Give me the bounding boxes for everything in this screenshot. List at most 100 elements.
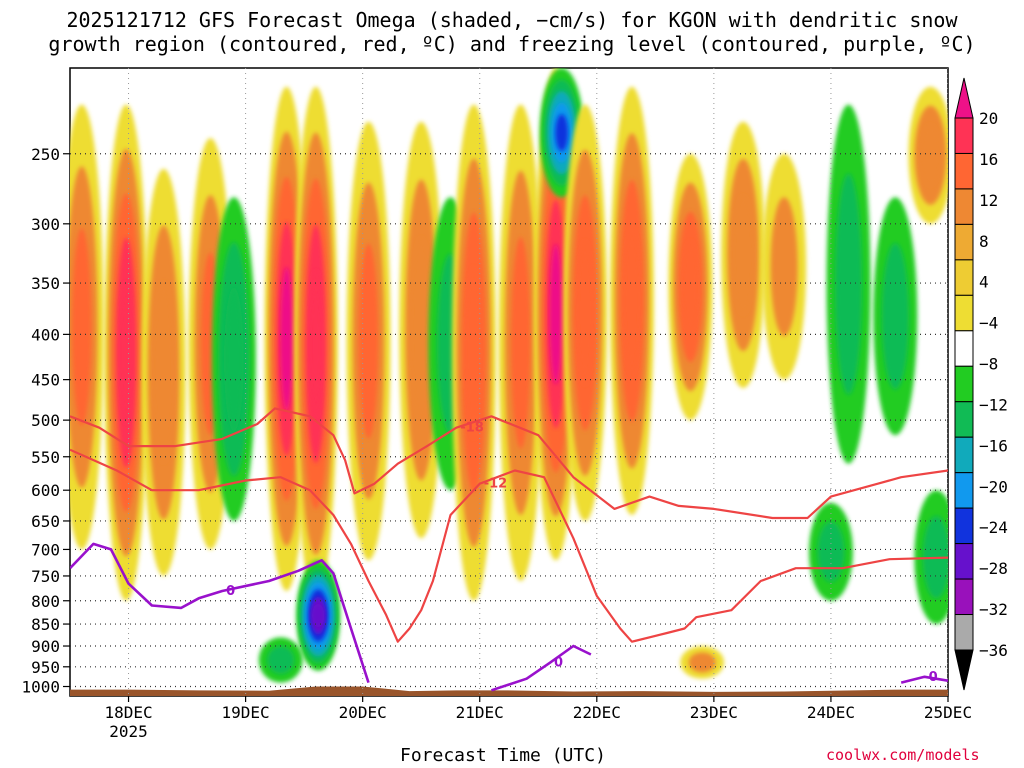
freezing-level-contour-2 bbox=[900, 675, 948, 684]
colorbar-label: 20 bbox=[979, 109, 998, 128]
x-tick-label: 24DEC bbox=[807, 703, 855, 722]
y-tick-label: 300 bbox=[31, 215, 60, 234]
omega-cell-5-4 bbox=[280, 266, 293, 411]
y-axis-ticks: 250 300 350 400 450 500 550 600 650 700 750 800 850 9… bbox=[21, 145, 70, 697]
x-tick-label: 19DEC bbox=[222, 703, 270, 722]
omega-cell-6-4 bbox=[309, 270, 323, 418]
freezing-level-contour-2-label: 0 bbox=[929, 670, 938, 685]
x-tick-label: 20DEC bbox=[339, 703, 387, 722]
x-axis-label: Forecast Time (UTC) bbox=[400, 745, 606, 766]
y-tick-label: 550 bbox=[31, 448, 60, 467]
x-tick-year: 2025 bbox=[109, 722, 148, 741]
contour-layer: -18 -12 0 0 0 bbox=[70, 407, 948, 692]
omega-cell-13-2 bbox=[510, 236, 531, 449]
x-tick-label: 23DEC bbox=[690, 703, 738, 722]
y-tick-label: 600 bbox=[31, 481, 60, 500]
dgz-contour-0-label: -18 bbox=[460, 421, 484, 436]
colorbar-label: 16 bbox=[979, 150, 998, 169]
y-tick-label: 400 bbox=[31, 325, 60, 344]
colorbar-label: −12 bbox=[979, 395, 1008, 414]
omega-cell-4-2 bbox=[224, 287, 244, 432]
colorbar-segment bbox=[954, 294, 974, 332]
omega-cell-7-6 bbox=[312, 603, 325, 628]
y-tick-label: 500 bbox=[31, 411, 60, 430]
y-tick-label: 750 bbox=[31, 567, 60, 586]
omega-cell-15-4 bbox=[555, 114, 568, 152]
omega-cell-25-2 bbox=[920, 124, 941, 186]
y-tick-label: 850 bbox=[31, 615, 60, 634]
colorbar-label: −36 bbox=[979, 641, 1008, 660]
colorbar-label: 12 bbox=[979, 191, 998, 210]
colorbar-segment bbox=[954, 330, 974, 367]
credit-link[interactable]: coolwx.com/models bbox=[826, 746, 980, 764]
omega-cell-20-2 bbox=[733, 195, 753, 315]
terrain-band bbox=[70, 686, 948, 696]
omega-cell-10-2 bbox=[411, 237, 431, 423]
colorbar: 20 16 12 8 4 −4 −8 −12 −16 −20 −24 −28 −32 −36 bbox=[954, 77, 1008, 691]
colorbar-segment bbox=[954, 507, 974, 545]
y-tick-label: 900 bbox=[31, 637, 60, 656]
x-tick-label: 22DEC bbox=[573, 703, 621, 722]
y-tick-label: 350 bbox=[31, 274, 60, 293]
omega-cell-22-1 bbox=[834, 173, 863, 395]
chart-title-line-2: growth region (contoured, red, ºC) and f… bbox=[48, 32, 976, 56]
omega-cell-18-3 bbox=[682, 240, 699, 334]
dgz-contour-1 bbox=[70, 448, 948, 643]
colorbar-label: −24 bbox=[979, 518, 1008, 537]
dgz-contour-0 bbox=[70, 407, 948, 520]
colorbar-label: −28 bbox=[979, 559, 1008, 578]
colorbar-segment bbox=[954, 117, 974, 154]
colorbar-bottom-arrow bbox=[954, 649, 974, 691]
colorbar-segment bbox=[954, 472, 974, 509]
y-tick-label: 950 bbox=[31, 658, 60, 677]
colorbar-label: −4 bbox=[979, 314, 998, 333]
colorbar-segment bbox=[954, 436, 974, 474]
colorbar-label: −20 bbox=[979, 477, 1008, 496]
colorbar-segment bbox=[954, 152, 974, 190]
colorbar-top-arrow bbox=[954, 77, 974, 119]
omega-cell-8-1 bbox=[267, 646, 295, 674]
omega-cell-16-3 bbox=[577, 240, 593, 386]
colorbar-segment bbox=[954, 223, 974, 261]
colorbar-segment bbox=[954, 365, 974, 403]
omega-shading-layer bbox=[70, 68, 948, 683]
omega-cell-9-2 bbox=[358, 243, 379, 439]
omega-cell-12-3 bbox=[466, 266, 482, 439]
y-tick-label: 650 bbox=[31, 512, 60, 531]
x-tick-label: 18DEC bbox=[104, 703, 152, 722]
freezing-level-contour-0 bbox=[70, 542, 370, 684]
y-tick-label: 450 bbox=[31, 371, 60, 390]
y-tick-label: 800 bbox=[31, 592, 60, 611]
dgz-contour-1-label: -12 bbox=[484, 477, 508, 492]
omega-cell-0-2 bbox=[71, 228, 92, 426]
omega-cell-2-2 bbox=[153, 281, 174, 463]
freezing-level-contour-1-label: 0 bbox=[554, 656, 563, 671]
chart-title-line-1: 2025121712 GFS Forecast Omega (shaded, −… bbox=[66, 8, 958, 32]
omega-cell-24-1 bbox=[881, 243, 909, 390]
omega-cell-1-4 bbox=[119, 281, 133, 424]
colorbar-segment bbox=[954, 188, 974, 225]
freezing-level-contour-0-label: 0 bbox=[226, 584, 235, 599]
omega-cell-17-3 bbox=[624, 226, 640, 376]
y-tick-label: 700 bbox=[31, 540, 60, 559]
colorbar-segment bbox=[954, 543, 974, 580]
omega-cell-21-1 bbox=[770, 197, 798, 337]
x-axis-ticks: 18DEC 19DEC 20DEC 21DEC 22DEC 23DEC 24DEC 25DEC… bbox=[104, 696, 972, 741]
y-tick-label: 1000 bbox=[21, 678, 60, 697]
x-tick-label: 21DEC bbox=[456, 703, 504, 722]
colorbar-label: −32 bbox=[979, 600, 1008, 619]
omega-cell-14-4 bbox=[549, 243, 563, 385]
omega-cell-19-1 bbox=[688, 652, 716, 673]
colorbar-segment bbox=[954, 401, 974, 438]
colorbar-segment bbox=[954, 614, 974, 651]
x-tick-label: 25DEC bbox=[924, 703, 972, 722]
colorbar-label: −16 bbox=[979, 436, 1008, 455]
y-tick-label: 250 bbox=[31, 145, 60, 164]
colorbar-segment bbox=[954, 578, 974, 616]
omega-cell-23-1 bbox=[817, 521, 845, 582]
colorbar-segment bbox=[954, 259, 974, 296]
freezing-level-contour-1 bbox=[490, 644, 592, 692]
colorbar-label: 4 bbox=[979, 273, 989, 292]
colorbar-label: −8 bbox=[979, 355, 998, 374]
